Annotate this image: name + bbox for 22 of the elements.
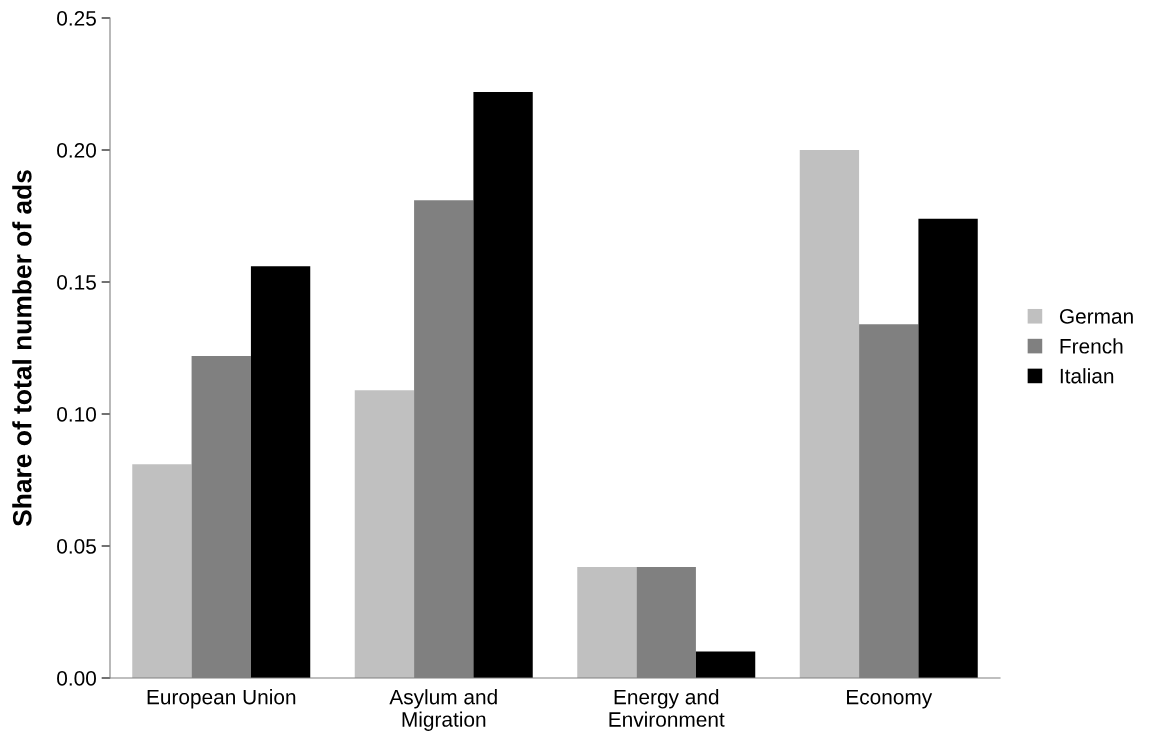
bar xyxy=(354,390,415,678)
bar xyxy=(250,266,311,678)
x-tick-label: Economy xyxy=(847,689,933,709)
bar xyxy=(473,91,533,678)
x-tick-label: Asylum and Migration xyxy=(389,689,497,731)
y-tick-label: 0.10 xyxy=(57,407,96,422)
legend-label: French xyxy=(1060,338,1123,354)
bar xyxy=(577,567,637,678)
bar xyxy=(918,218,978,678)
legend-label: Italian xyxy=(1060,368,1114,384)
y-tick-label: 0.05 xyxy=(57,539,96,554)
bar xyxy=(695,651,756,678)
y-axis-title: Share of total number of ads xyxy=(12,170,32,527)
y-tick-label: 0.20 xyxy=(57,143,96,158)
bar xyxy=(799,150,860,678)
x-tick-label: European Union xyxy=(147,689,296,709)
bar xyxy=(132,464,192,678)
legend-label: German xyxy=(1059,309,1133,324)
x-tick-label: Energy and Environment xyxy=(609,689,725,727)
y-tick-label: 0.00 xyxy=(57,671,96,686)
y-tick-label: 0.25 xyxy=(57,11,96,26)
y-tick-label: 0.15 xyxy=(57,275,96,290)
